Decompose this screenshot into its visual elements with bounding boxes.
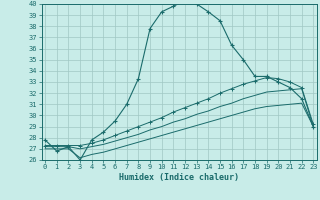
X-axis label: Humidex (Indice chaleur): Humidex (Indice chaleur) <box>119 173 239 182</box>
